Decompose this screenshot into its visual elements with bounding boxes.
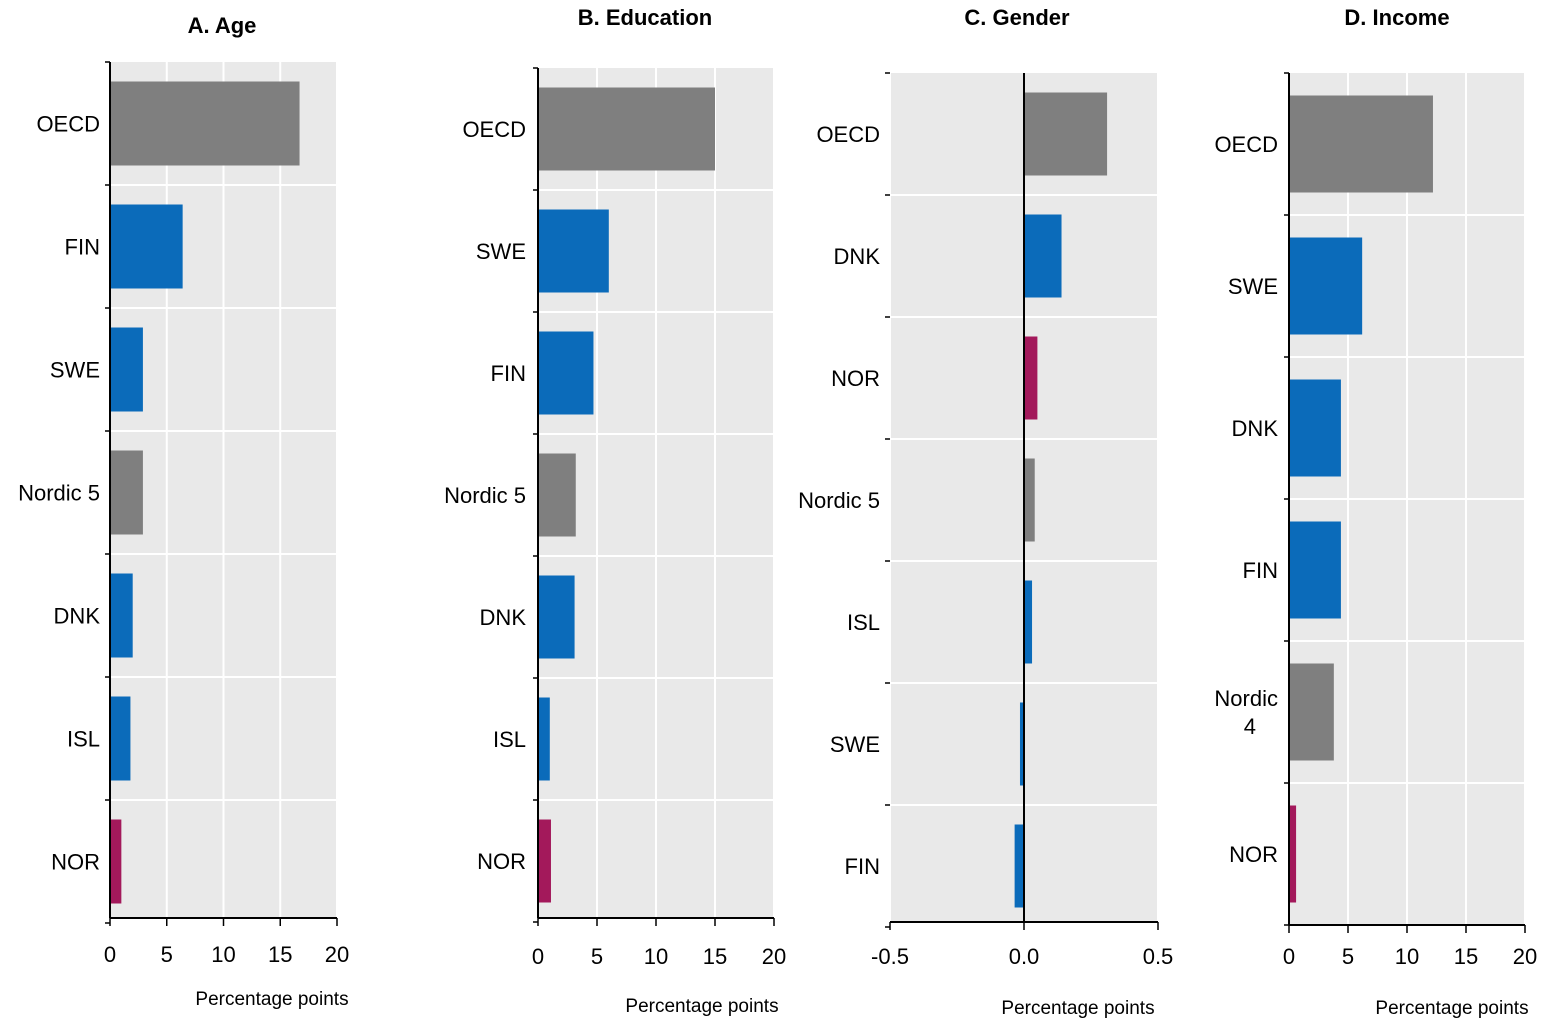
panel-c-bar-dnk xyxy=(1024,214,1062,298)
panel-d-x-tick-label: 20 xyxy=(1513,944,1537,969)
panel-a-category-label: NOR xyxy=(51,850,100,875)
panel-d-bar-oecd xyxy=(1289,95,1433,193)
panel-c-title: C. Gender xyxy=(964,5,1070,30)
panel-c-category-label: SWE xyxy=(830,732,880,757)
panel-b-bar-swe xyxy=(538,209,609,293)
panel-b-category-label: SWE xyxy=(476,239,526,264)
panel-a-title: A. Age xyxy=(188,13,257,38)
panel-b-category-label: Nordic 5 xyxy=(444,483,526,508)
panel-a-bar-isl xyxy=(110,696,131,781)
panel-c-category-label: Nordic 5 xyxy=(798,488,880,513)
panel-a-category-label: Nordic 5 xyxy=(18,481,100,506)
panel-d-x-tick-label: 5 xyxy=(1342,944,1354,969)
panel-c-x-axis-title: Percentage points xyxy=(1001,998,1154,1019)
panel-c-bar-oecd xyxy=(1024,92,1108,176)
panel-b-bar-nor xyxy=(538,819,551,903)
panel-a-bar-dnk xyxy=(110,573,133,658)
panel-c-category-label: OECD xyxy=(816,122,880,147)
panel-d-bar-nordic-4 xyxy=(1289,663,1334,761)
panel-b-bar-dnk xyxy=(538,575,575,659)
panel-a-bar-nordic-5 xyxy=(110,450,143,535)
panel-a-x-axis-title: Percentage points xyxy=(195,989,348,1010)
panel-c-bar-isl xyxy=(1024,580,1033,664)
panel-d-bar-nor xyxy=(1289,805,1297,903)
panel-b-title: B. Education xyxy=(578,5,712,30)
panel-d-category-label: DNK xyxy=(1232,416,1279,441)
panel-b-bar-isl xyxy=(538,697,550,781)
panel-a-category-label: ISL xyxy=(67,727,100,752)
panel-d-category-label: SWE xyxy=(1228,274,1278,299)
panel-b-category-label: DNK xyxy=(480,605,527,630)
panel-d-category-label: NOR xyxy=(1229,842,1278,867)
panel-d-bar-fin xyxy=(1289,521,1341,619)
panel-c-category-label: DNK xyxy=(834,244,881,269)
panel-a-category-label: OECD xyxy=(36,112,100,137)
panel-b-bar-nordic-5 xyxy=(538,453,576,537)
panel-b-bar-oecd xyxy=(538,87,715,171)
panel-b-category-label: ISL xyxy=(493,727,526,752)
panel-d-x-tick-label: 0 xyxy=(1283,944,1295,969)
panel-a-x-tick-label: 5 xyxy=(161,942,173,967)
panel-a-category-label: SWE xyxy=(50,358,100,383)
panel-a-category-label: DNK xyxy=(54,604,101,629)
panel-a-x-tick-label: 0 xyxy=(104,942,116,967)
panel-b-category-label: FIN xyxy=(491,361,526,386)
panel-c-x-tick-label: 0.0 xyxy=(1009,944,1040,969)
panel-c-bar-nordic-5 xyxy=(1024,458,1035,542)
panel-a-x-tick-label: 10 xyxy=(211,942,235,967)
panel-d-x-axis-title: Percentage points xyxy=(1375,998,1528,1019)
panel-a-category-label: FIN xyxy=(65,235,100,260)
panel-b-category-label: OECD xyxy=(462,117,526,142)
panel-d-bar-dnk xyxy=(1289,379,1341,477)
panel-c-bar-nor xyxy=(1024,336,1038,420)
panel-c-bar-fin xyxy=(1014,824,1024,908)
panel-a-bar-nor xyxy=(110,819,122,904)
panel-c-category-label: FIN xyxy=(845,854,880,879)
panel-c-category-label: NOR xyxy=(831,366,880,391)
panel-b-x-tick-label: 5 xyxy=(591,944,603,969)
panel-b-bar-fin xyxy=(538,331,594,415)
panel-d-title: D. Income xyxy=(1344,5,1449,30)
panel-d-bar-swe xyxy=(1289,237,1363,335)
panel-c-bar-swe xyxy=(1019,702,1024,786)
panel-b-x-tick-label: 10 xyxy=(644,944,668,969)
panel-b-x-tick-label: 15 xyxy=(703,944,727,969)
panel-a-bar-fin xyxy=(110,204,183,289)
panel-c-x-tick-label: -0.5 xyxy=(871,944,909,969)
panel-c-category-label: ISL xyxy=(847,610,880,635)
panel-d-category-label: FIN xyxy=(1243,558,1278,583)
panel-a-x-tick-label: 20 xyxy=(325,942,349,967)
panel-a-bar-oecd xyxy=(110,81,300,166)
panel-b-category-label: NOR xyxy=(477,849,526,874)
panel-a-bar-swe xyxy=(110,327,143,412)
panel-d-category-label: OECD xyxy=(1214,132,1278,157)
panel-c-x-tick-label: 0.5 xyxy=(1143,944,1174,969)
panel-a-x-tick-label: 15 xyxy=(268,942,292,967)
panel-b-x-tick-label: 0 xyxy=(532,944,544,969)
panel-d-x-tick-label: 10 xyxy=(1395,944,1419,969)
panel-d-category-label: Nordic 4 xyxy=(1214,686,1278,739)
panel-b-x-axis-title: Percentage points xyxy=(625,996,778,1017)
panel-d-x-tick-label: 15 xyxy=(1454,944,1478,969)
panel-b-x-tick-label: 20 xyxy=(762,944,786,969)
